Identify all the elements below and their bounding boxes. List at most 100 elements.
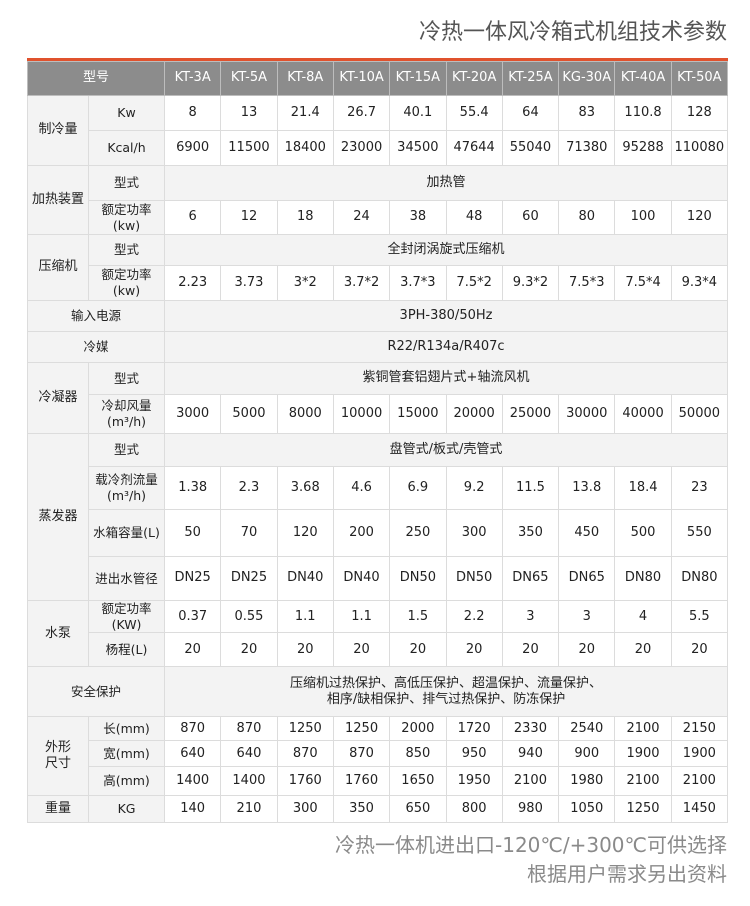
value-cell: 6: [164, 200, 222, 235]
value-cell: 3.73: [220, 265, 278, 301]
value-cell: 1250: [276, 716, 334, 742]
row-sub-label: 型式: [87, 165, 166, 201]
value-cell: 7.5*2: [445, 265, 503, 301]
row-group-label: 冷凝器: [27, 362, 89, 434]
row-span-value: R22/R134a/R407c: [164, 331, 728, 363]
value-cell: 980: [501, 795, 560, 824]
value-cell: 6.9: [389, 466, 447, 510]
row-sub-label: 载冷剂流量(m³/h): [87, 466, 166, 510]
value-cell: 2.2: [445, 599, 503, 634]
model-header-cell: KT-20A: [445, 61, 503, 96]
model-header-cell: KT-10A: [332, 61, 391, 96]
row-group-label: 制冷量: [27, 95, 89, 166]
row-label: 输入电源: [26, 300, 166, 332]
value-cell: 20: [276, 632, 334, 668]
value-cell: 47644: [445, 130, 503, 166]
table-row: 冷媒 R22/R134a/R407c: [26, 331, 728, 363]
value-cell: 10000: [332, 394, 391, 434]
table-row: Kcal/h 6900 11500 18400 23000 34500 47644 55040…: [28, 130, 729, 166]
value-cell: 12: [220, 200, 278, 235]
value-cell: 1650: [389, 766, 447, 797]
value-cell: 2.23: [164, 265, 222, 301]
value-cell: 120: [670, 200, 729, 235]
value-cell: 20: [501, 632, 560, 668]
row-sub-label: 长(mm): [87, 716, 166, 742]
value-cell: 83: [558, 95, 616, 131]
row-sub-label: 杨程(L): [87, 632, 166, 668]
row-span-value: 全封闭涡旋式压缩机: [164, 234, 728, 266]
value-cell: 20: [445, 632, 503, 668]
table-row: 额定功率(kw) 6 12 18 24 38 48 60 80 100 120: [28, 200, 729, 235]
value-cell: 80: [558, 200, 616, 235]
value-cell: 4: [614, 599, 672, 634]
value-cell: 20: [670, 632, 729, 668]
model-header-label: 型号: [26, 61, 166, 96]
table-row: 冷却风量(m³/h) 3000 5000 8000 10000 15000 20000 250…: [28, 394, 729, 434]
table-row: 冷凝器 型式 紫铜管套铝翅片式+轴流风机: [27, 362, 728, 434]
row-group-label: 加热装置: [27, 165, 89, 235]
value-cell: 20: [332, 632, 391, 668]
row-sub-label: 额定功率(kw): [87, 200, 166, 235]
model-header-cell: KT-5A: [220, 61, 278, 96]
value-cell: 26.7: [332, 95, 391, 131]
value-cell: 900: [558, 740, 616, 768]
row-sub-label: 冷却风量(m³/h): [87, 394, 166, 434]
value-cell: 4.6: [332, 466, 391, 510]
value-cell: 100: [614, 200, 672, 235]
value-cell: 350: [332, 795, 391, 824]
row-span-value: 3PH-380/50Hz: [164, 300, 728, 332]
value-cell: 650: [389, 795, 447, 824]
value-cell: 13: [220, 95, 278, 131]
row-sub-label: 型式: [87, 234, 166, 266]
value-cell: DN50: [445, 556, 503, 601]
value-cell: 2100: [501, 766, 560, 797]
value-cell: 870: [164, 716, 222, 742]
value-cell: 5000: [220, 394, 278, 434]
row-sub-label: 水箱容量(L): [87, 509, 166, 557]
value-cell: 20: [164, 632, 222, 668]
value-cell: 0.37: [164, 599, 222, 634]
row-sub-label: Kw: [87, 95, 166, 131]
value-cell: 40000: [614, 394, 672, 434]
value-cell: 70: [220, 509, 278, 557]
value-cell: 1900: [614, 740, 672, 768]
value-cell: 55.4: [445, 95, 503, 131]
table-row: 宽(mm) 640 640 870 870 850 950 940 900 1900 1900: [28, 740, 729, 768]
value-cell: 0.55: [220, 599, 278, 634]
model-header-cell: KT-50A: [670, 61, 729, 96]
row-sub-label: 宽(mm): [87, 740, 166, 768]
value-cell: 940: [501, 740, 560, 768]
value-cell: 870: [276, 740, 334, 768]
table-row: 高(mm) 1400 1400 1760 1760 1650 1950 2100 1980 210…: [28, 766, 729, 797]
value-cell: 18400: [276, 130, 334, 166]
value-cell: 870: [332, 740, 391, 768]
value-cell: 1720: [445, 716, 503, 742]
model-header-cell: KT-40A: [614, 61, 672, 96]
table-row: 水箱容量(L) 50 70 120 200 250 300 350 450 500 550: [28, 509, 729, 557]
value-cell: DN50: [389, 556, 447, 601]
row-sub-label: 型式: [87, 362, 166, 395]
table-row: 外形 尺寸 长(mm) 870 870 1250 1250 2000 1720 2330 2540…: [27, 716, 729, 797]
page-title: 冷热一体风冷箱式机组技术参数: [418, 20, 727, 45]
row-span-value: 压缩机过热保护、高低压保护、超温保护、流量保护、 相序/缺相保护、排气过热保护、…: [164, 666, 728, 718]
value-cell: 21.4: [276, 95, 334, 131]
value-cell: 60: [501, 200, 560, 235]
value-cell: 9.3*2: [501, 265, 560, 301]
value-cell: DN65: [501, 556, 560, 601]
table-row: 安全保护 压缩机过热保护、高低压保护、超温保护、流量保护、 相序/缺相保护、排气过…: [26, 666, 728, 718]
row-label: 冷媒: [26, 331, 166, 363]
value-cell: 1.1: [332, 599, 391, 634]
value-cell: 110080: [670, 130, 729, 166]
value-cell: 2100: [670, 766, 729, 797]
value-cell: DN25: [164, 556, 222, 601]
value-cell: 450: [558, 509, 616, 557]
model-header-cell: KT-8A: [276, 61, 334, 96]
value-cell: 300: [445, 509, 503, 557]
value-cell: 15000: [389, 394, 447, 434]
value-cell: 2100: [614, 716, 672, 742]
row-sub-label: Kcal/h: [87, 130, 166, 166]
value-cell: 18.4: [614, 466, 672, 510]
model-header-cell: KT-25A: [501, 61, 560, 96]
value-cell: 1760: [276, 766, 334, 797]
value-cell: 1980: [558, 766, 616, 797]
